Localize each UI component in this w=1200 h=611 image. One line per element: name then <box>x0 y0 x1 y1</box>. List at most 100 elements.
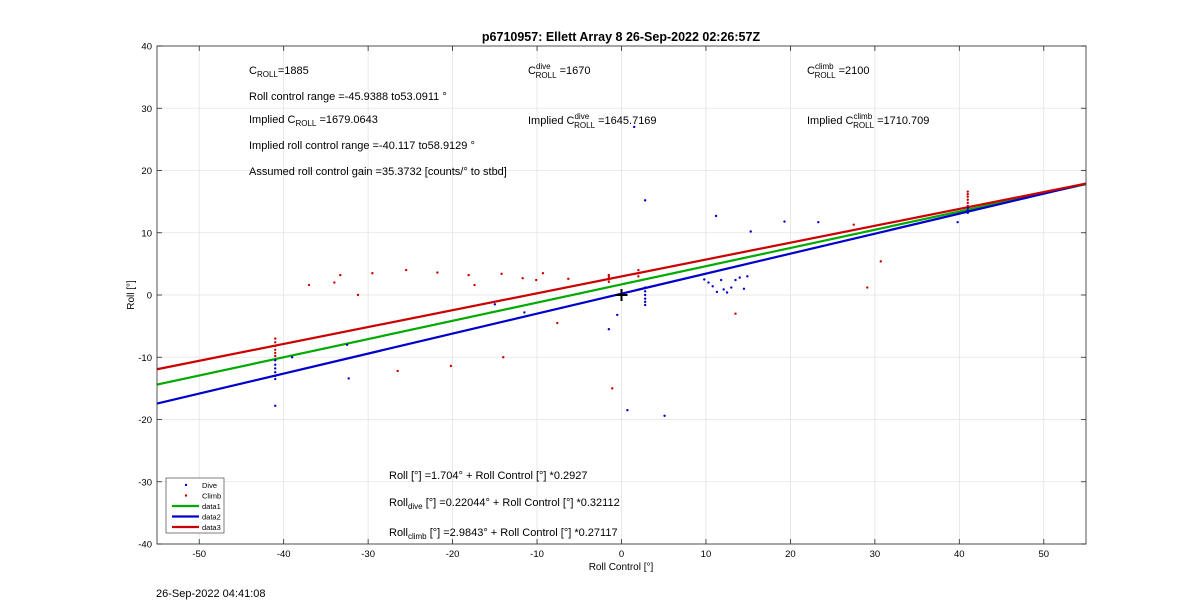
c-dive-annotation: Cdive ROLL =1670 <box>528 62 591 80</box>
dive-point <box>616 313 619 317</box>
dive-point <box>290 356 294 359</box>
climb-point <box>500 272 503 276</box>
dive-point <box>643 300 647 304</box>
c-climb-value: =2100 <box>839 65 870 77</box>
c-roll-value: = <box>278 65 284 77</box>
x-tick-label: -50 <box>192 549 206 560</box>
climb-point <box>966 195 969 198</box>
climb-point <box>467 273 470 277</box>
legend-marker-dive <box>184 483 188 487</box>
x-tick-label: 20 <box>785 549 796 560</box>
climb-point <box>274 351 277 355</box>
implied-c-dive-annotation: Implied Cdive ROLL =1645.7169 <box>528 112 657 130</box>
c-roll-number: 1885 <box>284 65 308 77</box>
center-marker <box>615 289 628 301</box>
y-tick-label: 20 <box>141 166 152 177</box>
dive-point <box>632 125 636 129</box>
dive-point <box>274 377 277 381</box>
x-axis-label: Roll Control [°] <box>589 562 654 573</box>
x-tick-label: -10 <box>530 549 544 560</box>
dive-point <box>274 374 277 378</box>
dive-point <box>274 363 277 366</box>
legend-label: Dive <box>202 481 217 490</box>
c-climb-annotation: Cclimb ROLL =2100 <box>807 62 870 80</box>
axis-ticks: -50 -40 -30 -20 -10 0 10 20 30 40 50 -40 -30 -20 -10 0 1… <box>138 42 1086 560</box>
dive-point <box>746 275 749 278</box>
x-tick-label: 10 <box>701 549 712 560</box>
climb-point <box>567 277 570 281</box>
dive-point <box>966 209 969 212</box>
climb-point <box>866 286 869 289</box>
climb-point <box>307 283 311 287</box>
climb-point <box>274 344 277 348</box>
x-tick-label: -40 <box>277 549 291 560</box>
dive-point <box>703 278 706 281</box>
gain-annotation: Assumed roll control gain =35.3732 [coun… <box>249 166 507 178</box>
dive-point <box>734 278 737 282</box>
c-roll-annotation: CROLL=1885 <box>249 65 309 79</box>
climb-point <box>879 260 882 263</box>
dive-point <box>722 288 725 291</box>
y-axis-label: Roll [°] <box>126 280 137 310</box>
dive-point <box>966 211 969 215</box>
climb-point <box>637 268 640 272</box>
climb-point <box>607 273 611 277</box>
fit-dive-annotation: Rolldive [°] =0.22044° + Roll Control [°… <box>389 497 620 511</box>
y-tick-label: 0 <box>147 291 152 302</box>
dive-point <box>274 404 277 408</box>
legend-label: Climb <box>202 492 221 501</box>
climb-point <box>607 275 611 279</box>
y-tick-label: -40 <box>138 540 152 551</box>
implied-c-climb-value: =1710.709 <box>877 115 929 127</box>
dive-point <box>663 414 666 417</box>
dive-point <box>274 359 277 362</box>
climb-point <box>637 272 640 275</box>
climb-point <box>339 273 342 277</box>
fit-line-data3 <box>156 182 1087 371</box>
y-tick-label: -20 <box>138 415 152 426</box>
data-points <box>274 125 969 417</box>
climb-point <box>521 276 524 280</box>
dive-point <box>742 287 746 290</box>
climb-point <box>637 275 640 278</box>
climb-point <box>966 201 969 205</box>
x-tick-label: -30 <box>361 549 375 560</box>
dive-point <box>711 285 714 288</box>
y-tick-label: -10 <box>138 353 152 364</box>
dive-point <box>714 214 718 218</box>
climb-point <box>371 272 374 275</box>
fit-climb-value: [°] =2.9843° + Roll Control [°] *0.27117 <box>430 527 618 539</box>
dive-point <box>274 370 277 374</box>
dive-point <box>643 297 647 300</box>
dive-point <box>956 220 959 224</box>
climb-point <box>333 281 336 284</box>
dive-point <box>707 281 710 284</box>
x-tick-label: 40 <box>954 549 965 560</box>
climb-point <box>356 293 360 297</box>
dive-point <box>643 303 647 307</box>
climb-point <box>274 341 277 344</box>
dive-point <box>643 286 647 289</box>
dive-point <box>607 328 611 331</box>
fit-dive-value: [°] =0.22044° + Roll Control [°] *0.3211… <box>426 497 620 509</box>
y-tick-label: 30 <box>141 104 152 115</box>
climb-point <box>436 271 439 274</box>
fit-all-annotation: Roll [°] =1.704° + Roll Control [°] *0.2… <box>389 470 587 482</box>
climb-point <box>966 192 969 196</box>
dive-point <box>725 291 729 294</box>
climb-point <box>396 369 399 373</box>
dive-point <box>643 293 647 297</box>
legend-label: data1 <box>202 502 221 511</box>
x-tick-label: -20 <box>446 549 460 560</box>
dive-point <box>966 206 969 210</box>
roll-range-annotation: Roll control range =-45.9388 to53.0911 ° <box>249 91 447 103</box>
x-tick-label: 30 <box>870 549 881 560</box>
climb-point <box>556 321 559 325</box>
implied-c-climb-annotation: Implied Cclimb ROLL =1710.709 <box>807 112 929 130</box>
implied-c-roll-label: Implied C <box>249 114 296 126</box>
legend-label: data2 <box>202 513 221 522</box>
dive-point <box>643 199 647 202</box>
climb-point <box>852 223 855 226</box>
